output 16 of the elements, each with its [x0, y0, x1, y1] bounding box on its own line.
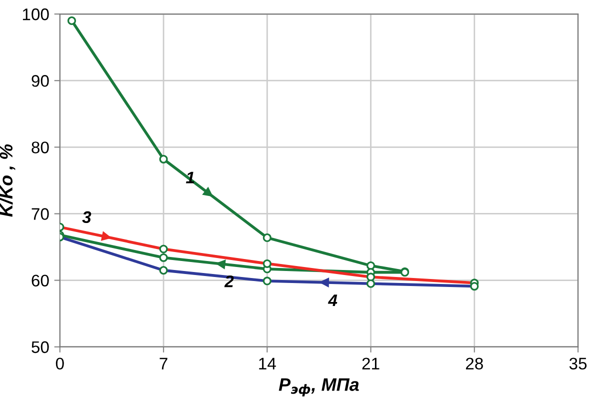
- annotation: 3: [82, 211, 92, 224]
- x-tick-label: 35: [569, 358, 587, 370]
- x-tick-label: 7: [160, 358, 168, 370]
- x-tick-label: 21: [362, 358, 380, 370]
- x-tick-label: 14: [259, 358, 276, 370]
- y-tick-label: 60: [32, 274, 49, 286]
- annotation: 4: [328, 294, 338, 306]
- y-tick-label: 90: [32, 75, 49, 87]
- y-tick-label: 80: [32, 142, 49, 154]
- x-tick-label: 28: [466, 358, 483, 370]
- annotation: 2: [224, 275, 234, 288]
- y-tick-label: 50: [32, 341, 49, 354]
- x-axis-title: P$_{эф}$, МПа: [278, 378, 359, 396]
- x-tick-label: 0: [56, 358, 64, 370]
- y-tick-label: 100: [22, 8, 49, 20]
- y-tick-label: 70: [32, 208, 49, 220]
